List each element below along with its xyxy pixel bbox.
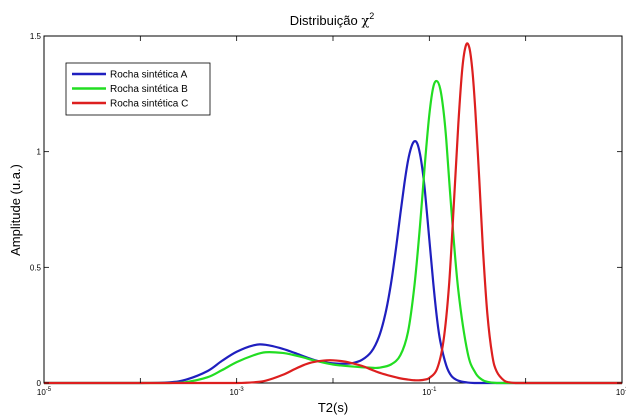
series-line-1 <box>44 79 622 385</box>
x-axis-label: T2(s) <box>318 400 348 415</box>
series-line-2 <box>44 42 622 385</box>
y-tick-label: 0 <box>37 379 42 388</box>
x-tick-label: 10-1 <box>422 387 437 397</box>
series-line-0 <box>44 139 622 385</box>
x-tick-label: 10-3 <box>230 387 245 397</box>
series-group <box>44 42 622 385</box>
x-tick-label: 10-5 <box>37 387 52 397</box>
y-tick-label: 1 <box>37 148 42 157</box>
legend: Rocha sintética A Rocha sintética B Rocha … <box>65 62 211 116</box>
legend-label-0: Rocha sintética A <box>110 70 188 81</box>
y-tick-label: 1.5 <box>30 32 42 41</box>
y-axis-ticks: 0 0.5 1 1.5 <box>30 32 622 388</box>
x-tick-label: 101 <box>616 387 626 397</box>
legend-label-1: Rocha sintética B <box>110 84 188 95</box>
chart-title: Distribuição χ2 <box>290 11 374 29</box>
x-axis-ticks: 10-5 10-3 10-1 101 <box>37 36 626 397</box>
legend-label-2: Rocha sintética C <box>110 99 188 110</box>
legend-items: Rocha sintética A Rocha sintética B Rocha … <box>72 70 188 110</box>
y-tick-label: 0.5 <box>30 263 42 272</box>
y-axis-label: Amplitude (u.a.) <box>8 164 23 256</box>
